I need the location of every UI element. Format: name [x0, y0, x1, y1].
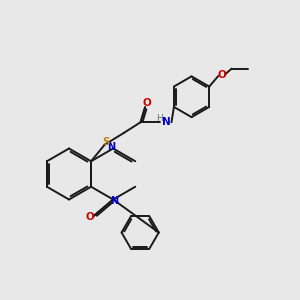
- Text: H: H: [156, 114, 163, 123]
- Text: S: S: [102, 137, 110, 147]
- Text: O: O: [218, 70, 226, 80]
- Text: N: N: [111, 196, 119, 206]
- Text: O: O: [86, 212, 94, 223]
- Text: N: N: [108, 142, 116, 152]
- Text: N: N: [162, 117, 171, 127]
- Text: O: O: [142, 98, 151, 108]
